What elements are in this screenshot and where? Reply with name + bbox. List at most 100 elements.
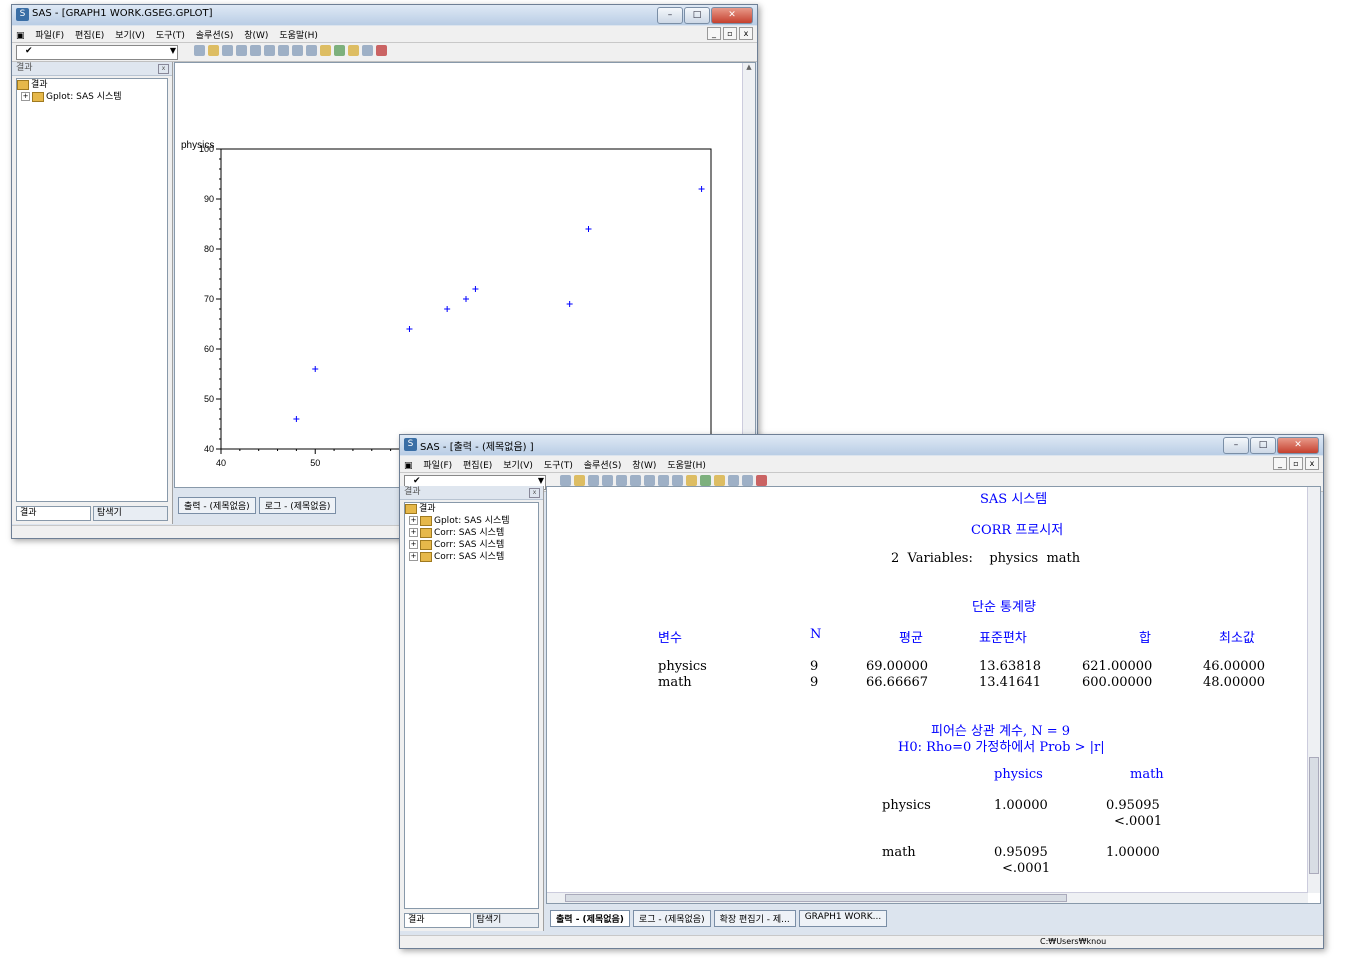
explorer-icon[interactable] [334, 45, 345, 56]
print-icon[interactable] [236, 45, 247, 56]
mdi-minimize-button[interactable]: _ [1273, 457, 1287, 470]
cut-icon[interactable] [630, 475, 641, 486]
stat-cell: 69.00000 [866, 659, 929, 674]
print-preview-icon[interactable] [250, 45, 261, 56]
new-icon[interactable] [560, 475, 571, 486]
paste-icon[interactable] [658, 475, 669, 486]
mdi-minimize-button[interactable]: _ [707, 27, 721, 40]
minimize-button[interactable]: – [657, 7, 683, 24]
tree-root[interactable]: 결과 [17, 79, 167, 91]
y-tick-label: 100 [199, 144, 214, 154]
tree-item-corr[interactable]: + Corr: SAS 시스템 [409, 551, 505, 562]
help-icon[interactable] [742, 475, 753, 486]
menu-help[interactable]: 도움말(H) [279, 31, 318, 41]
help-icon[interactable] [362, 45, 373, 56]
results-icon[interactable] [348, 45, 359, 56]
horizontal-scrollbar[interactable] [547, 892, 1308, 903]
results-header: 결과 x [12, 62, 172, 76]
title-bar[interactable]: S SAS - [출력 - (제목없음) ] – □ ✕ [400, 435, 1323, 455]
tab-output[interactable]: 출력 - (제목없음) [178, 497, 256, 514]
tree-root[interactable]: 결과 [405, 503, 538, 515]
stat-header: 변수 [658, 631, 682, 646]
tab-log[interactable]: 로그 - (제목없음) [632, 910, 711, 927]
menu-view[interactable]: 보기(V) [503, 461, 533, 471]
copy-icon[interactable] [644, 475, 655, 486]
menu-edit[interactable]: 편집(E) [75, 31, 105, 41]
tab-explorer[interactable]: 탐색기 [93, 506, 168, 521]
tree-item-corr[interactable]: + Corr: SAS 시스템 [409, 527, 505, 538]
menu-solutions[interactable]: 솔루션(S) [583, 461, 622, 471]
cut-icon[interactable] [264, 45, 275, 56]
run-icon[interactable] [376, 45, 387, 56]
tree-item-corr[interactable]: + Corr: SAS 시스템 [409, 539, 505, 550]
expand-icon[interactable]: + [409, 528, 418, 537]
vertical-scrollbar[interactable] [1307, 487, 1320, 893]
maximize-button[interactable]: □ [1250, 437, 1276, 454]
panel-close-icon[interactable]: x [529, 488, 540, 498]
stat-cell: 13.63818 [979, 659, 1042, 674]
save-icon[interactable] [222, 45, 233, 56]
expand-icon[interactable]: + [409, 516, 418, 525]
mdi-close-button[interactable]: x [739, 27, 753, 40]
title-bar[interactable]: S SAS - [GRAPH1 WORK.GSEG.GPLOT] – □ ✕ [12, 5, 757, 25]
minimize-button[interactable]: – [1223, 437, 1249, 454]
menu-file[interactable]: 파일(F) [35, 31, 65, 41]
tab-enhanced-editor[interactable]: 확장 편집기 - 제... [713, 910, 796, 927]
panel-close-icon[interactable]: x [158, 64, 169, 74]
pin-icon[interactable] [728, 475, 739, 486]
expand-icon[interactable]: + [21, 92, 30, 101]
save-icon[interactable] [588, 475, 599, 486]
undo-icon[interactable] [672, 475, 683, 486]
scroll-thumb[interactable] [565, 894, 1067, 902]
tab-graph[interactable]: GRAPH1 WORK... [798, 910, 888, 927]
stat-cell: 621.00000 [1082, 659, 1153, 674]
menu-window[interactable]: 창(W) [632, 461, 657, 471]
command-box[interactable]: ✔ ▼ [16, 45, 178, 60]
menu-view[interactable]: 보기(V) [115, 31, 145, 41]
menu-help[interactable]: 도움말(H) [667, 461, 706, 471]
new-icon[interactable] [194, 45, 205, 56]
print-icon[interactable] [602, 475, 613, 486]
tab-results[interactable]: 결과 [404, 913, 471, 928]
run-icon[interactable] [756, 475, 767, 486]
paste-icon[interactable] [292, 45, 303, 56]
maximize-button[interactable]: □ [684, 7, 710, 24]
undo-icon[interactable] [306, 45, 317, 56]
library-icon[interactable] [320, 45, 331, 56]
chevron-down-icon[interactable]: ▼ [169, 46, 176, 55]
expand-icon[interactable]: + [409, 552, 418, 561]
menu-file[interactable]: 파일(F) [423, 461, 453, 471]
mdi-restore-button[interactable]: ▫ [1289, 457, 1303, 470]
menu-tools[interactable]: 도구(T) [543, 461, 573, 471]
open-icon[interactable] [208, 45, 219, 56]
vertical-scrollbar[interactable]: ▲ [742, 63, 755, 487]
tab-explorer[interactable]: 탐색기 [472, 913, 539, 928]
results-icon[interactable] [714, 475, 725, 486]
tab-log[interactable]: 로그 - (제목없음) [258, 497, 337, 514]
chevron-down-icon[interactable]: ▼ [537, 476, 544, 485]
tree-item-gplot[interactable]: + Gplot: SAS 시스템 [21, 91, 122, 102]
close-button[interactable]: ✕ [711, 7, 753, 24]
mdi-restore-button[interactable]: ▫ [723, 27, 737, 40]
menu-tools[interactable]: 도구(T) [155, 31, 185, 41]
folder-icon [420, 551, 432, 562]
tab-results[interactable]: 결과 [16, 506, 91, 521]
tab-output[interactable]: 출력 - (제목없음) [550, 910, 630, 927]
menu-solutions[interactable]: 솔루션(S) [195, 31, 234, 41]
library-icon[interactable] [686, 475, 697, 486]
menu-window[interactable]: 창(W) [244, 31, 269, 41]
system-title: SAS 시스템 [980, 492, 1048, 507]
scroll-up-icon[interactable]: ▲ [746, 63, 752, 71]
tree-item-gplot[interactable]: + Gplot: SAS 시스템 [409, 515, 510, 526]
print-preview-icon[interactable] [616, 475, 627, 486]
corr-value: 1.00000 [1106, 845, 1160, 860]
close-button[interactable]: ✕ [1277, 437, 1319, 454]
explorer-icon[interactable] [700, 475, 711, 486]
menu-edit[interactable]: 편집(E) [463, 461, 493, 471]
open-icon[interactable] [574, 475, 585, 486]
scroll-thumb[interactable] [1309, 757, 1319, 874]
copy-icon[interactable] [278, 45, 289, 56]
corr-value: 1.00000 [994, 798, 1048, 813]
mdi-close-button[interactable]: x [1305, 457, 1319, 470]
expand-icon[interactable]: + [409, 540, 418, 549]
